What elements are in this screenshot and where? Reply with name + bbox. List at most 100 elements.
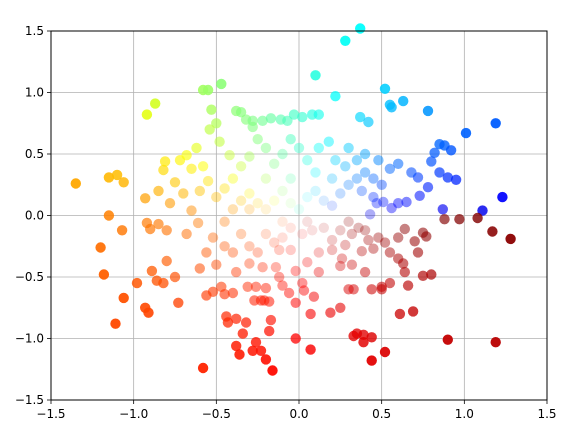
scatter-point (409, 236, 420, 247)
scatter-point (366, 355, 377, 366)
scatter-point (145, 223, 156, 235)
scatter-point (305, 308, 316, 320)
scatter-point (277, 280, 288, 291)
scatter-point (393, 232, 404, 243)
scatter-point (318, 222, 329, 233)
scatter-point (335, 302, 346, 313)
scatter-point (398, 258, 409, 269)
scatter-point (290, 333, 301, 344)
scatter-point (250, 337, 262, 348)
scatter-point (398, 95, 409, 107)
scatter-point (340, 239, 351, 251)
scatter-point (477, 205, 488, 216)
scatter-point (394, 308, 406, 320)
scatter-point (348, 330, 359, 342)
scatter-point (379, 237, 391, 248)
scatter-point (143, 307, 154, 318)
scatter-point (282, 115, 293, 127)
scatter-point (318, 195, 329, 206)
scatter-point (401, 196, 412, 208)
scatter-point (221, 311, 232, 322)
scatter-point (260, 204, 272, 215)
scatter-point (326, 173, 338, 184)
scatter-point (146, 265, 158, 277)
scatter-point (159, 156, 171, 167)
y-tick-label: −1.5 (15, 393, 44, 407)
scatter-point (335, 188, 346, 199)
scatter-point (310, 185, 321, 197)
scatter-point (343, 284, 354, 295)
scatter-point (414, 190, 425, 201)
scatter-point (384, 247, 396, 258)
y-tick-label: 1.5 (25, 24, 44, 38)
scatter-point (181, 150, 192, 161)
scatter-point (235, 228, 247, 240)
y-tick-label: 0.5 (25, 147, 44, 161)
x-tick-label: 0.0 (289, 407, 308, 421)
scatter-point (335, 260, 346, 272)
scatter-point (216, 281, 227, 292)
scatter-point (363, 234, 374, 246)
scatter-point (277, 148, 288, 160)
scatter-point (264, 325, 275, 337)
scatter-point (252, 134, 263, 145)
scatter-point (412, 247, 424, 258)
scatter-point (219, 183, 230, 194)
scatter-point (399, 266, 410, 278)
scatter-point (359, 266, 371, 278)
scatter-point (472, 212, 483, 224)
scatter-point (379, 83, 391, 95)
scatter-point (386, 202, 397, 214)
scatter-point (269, 158, 280, 169)
scatter-point (227, 287, 239, 299)
scatter-point (244, 188, 255, 199)
scatter-point (95, 242, 106, 253)
scatter-point (297, 277, 308, 289)
scatter-point (140, 193, 151, 204)
scatter-point (150, 98, 161, 109)
scatter-point (153, 218, 164, 230)
scatter-point (297, 228, 308, 240)
scatter-point (340, 161, 351, 172)
scatter-point (358, 337, 369, 348)
scatter-point (363, 116, 374, 128)
scatter-point (293, 204, 305, 215)
scatter-point (325, 307, 336, 318)
scatter-point (194, 263, 205, 274)
scatter-point (111, 169, 123, 181)
scatter-point (285, 173, 296, 184)
scatter-point (368, 173, 379, 184)
scatter-point (257, 262, 268, 273)
scatter-point (293, 142, 305, 154)
scatter-point (407, 306, 419, 317)
scatter-point (376, 284, 387, 295)
scatter-point (355, 23, 366, 34)
x-tick-label: 1.0 (455, 407, 474, 421)
scatter-point (346, 228, 358, 240)
y-tick-label: 0.0 (25, 209, 44, 223)
scatter-point (161, 255, 172, 267)
scatter-point (326, 200, 338, 211)
scatter-point (244, 204, 255, 215)
scatter-point (454, 214, 465, 225)
scatter-point (181, 228, 192, 240)
scatter-point (371, 198, 382, 209)
scatter-point (356, 246, 367, 257)
scatter-point (103, 210, 115, 221)
scatter-point (373, 232, 384, 243)
scatter-point (343, 216, 354, 227)
scatter-point (98, 269, 110, 280)
scatter-point (178, 188, 189, 199)
scatter-point (442, 334, 453, 345)
scatter-point (118, 177, 129, 188)
scatter-point (274, 244, 285, 256)
x-tick-label: 0.5 (372, 407, 391, 421)
scatter-point (351, 173, 363, 184)
scatter-point (240, 317, 252, 328)
scatter-point (358, 329, 369, 340)
scatter-point (302, 216, 313, 227)
scatter-point (260, 142, 272, 154)
scatter-point (307, 225, 318, 236)
scatter-point (252, 198, 263, 209)
scatter-point (505, 233, 516, 245)
